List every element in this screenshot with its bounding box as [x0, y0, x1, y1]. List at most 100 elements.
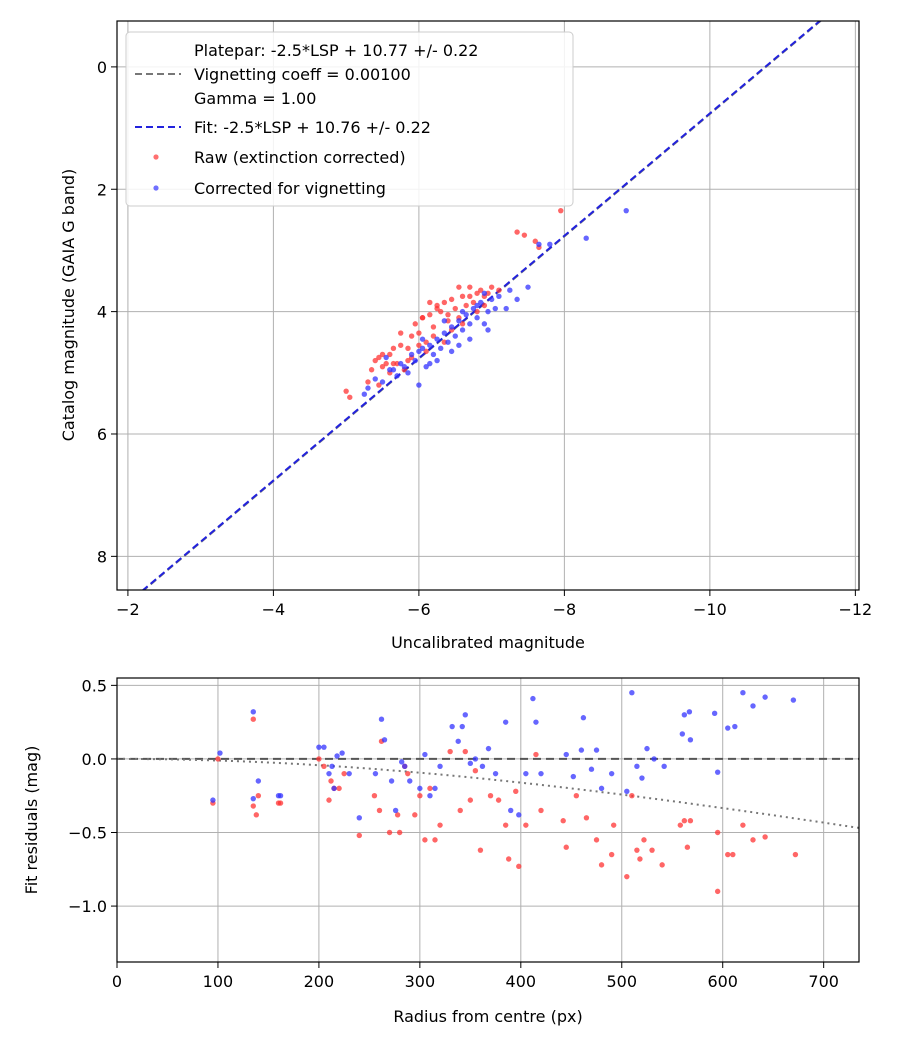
raw-extinction-corrected-point [215, 756, 221, 762]
x-tick-label: 600 [707, 972, 738, 991]
corrected-for-vignetting-point [423, 363, 429, 370]
corrected-for-vignetting-point [538, 770, 544, 777]
y-tick-label: −0.5 [68, 824, 107, 843]
raw-extinction-corrected-point [422, 837, 428, 843]
raw-extinction-corrected-point [730, 851, 736, 858]
corrected-for-vignetting-point [210, 797, 216, 803]
raw-extinction-corrected-point [379, 351, 386, 358]
legend-corrected-marker [153, 185, 159, 191]
raw-extinction-corrected-point [740, 822, 746, 828]
raw-extinction-corrected-point [634, 847, 640, 853]
corrected-for-vignetting-point [488, 296, 495, 303]
bottom-y-axis-label: Fit residuals (mag) [22, 746, 41, 895]
raw-extinction-corrected-point [423, 348, 429, 355]
corrected-for-vignetting-point [485, 308, 491, 315]
corrected-for-vignetting-point [525, 284, 531, 290]
corrected-for-vignetting-point [378, 716, 385, 722]
corrected-for-vignetting-point [485, 745, 492, 752]
corrected-for-vignetting-point [452, 333, 458, 339]
raw-extinction-corrected-point [376, 382, 382, 388]
raw-extinction-corrected-point [457, 807, 463, 814]
raw-extinction-corrected-point [432, 837, 438, 843]
raw-extinction-corrected-point [750, 837, 756, 843]
raw-extinction-corrected-point [677, 822, 684, 828]
corrected-for-vignetting-point [388, 778, 395, 784]
corrected-for-vignetting-point [412, 357, 418, 364]
raw-extinction-corrected-point [250, 716, 256, 722]
raw-extinction-corrected-point [516, 863, 522, 870]
raw-extinction-corrected-point [573, 793, 580, 799]
raw-extinction-corrected-point [598, 862, 605, 868]
raw-extinction-corrected-point [472, 768, 479, 774]
bottom-scatter-points [210, 690, 799, 895]
bottom-plot-frame [116, 677, 860, 963]
raw-extinction-corrected-point [637, 856, 643, 862]
corrected-for-vignetting-point [508, 807, 514, 814]
top-plot-frame [116, 20, 860, 591]
raw-extinction-corrected-point [376, 807, 383, 814]
corrected-for-vignetting-point [507, 287, 513, 293]
corrected-for-vignetting-point [381, 737, 388, 743]
raw-extinction-corrected-point [394, 812, 401, 818]
y-tick-label: 2 [97, 180, 107, 199]
raw-extinction-corrected-point [687, 818, 694, 824]
corrected-for-vignetting-point [687, 737, 694, 743]
raw-extinction-corrected-point [341, 770, 347, 777]
corrected-for-vignetting-point [434, 336, 440, 342]
raw-extinction-corrected-point [437, 822, 443, 828]
raw-extinction-corrected-point [474, 308, 480, 315]
corrected-for-vignetting-point [485, 327, 491, 333]
raw-extinction-corrected-point [488, 284, 495, 290]
corrected-for-vignetting-point [383, 354, 389, 361]
raw-extinction-corrected-point [405, 345, 411, 352]
raw-extinction-corrected-point [593, 837, 600, 843]
corrected-for-vignetting-point [714, 769, 721, 775]
raw-extinction-corrected-point [412, 321, 418, 327]
raw-extinction-corrected-point [725, 851, 731, 858]
raw-extinction-corrected-point [447, 748, 453, 755]
raw-extinction-corrected-point [684, 844, 691, 850]
x-tick-label: 400 [506, 972, 537, 991]
raw-extinction-corrected-point [478, 287, 484, 293]
corrected-for-vignetting-point [459, 327, 466, 333]
corrected-for-vignetting-point [427, 360, 433, 367]
raw-extinction-corrected-point [383, 360, 389, 367]
raw-extinction-corrected-point [255, 793, 262, 799]
corrected-for-vignetting-point [467, 760, 474, 767]
raw-extinction-corrected-point [368, 367, 375, 373]
corrected-for-vignetting-point [449, 723, 455, 730]
raw-extinction-corrected-point [523, 822, 529, 828]
corrected-for-vignetting-point [681, 712, 688, 718]
corrected-for-vignetting-point [711, 710, 718, 717]
corrected-for-vignetting-point [316, 744, 322, 750]
raw-extinction-corrected-point [372, 357, 378, 364]
corrected-for-vignetting-point [481, 321, 488, 327]
corrected-for-vignetting-point [578, 747, 585, 753]
raw-extinction-corrected-point [496, 287, 502, 293]
corrected-for-vignetting-point [379, 379, 386, 385]
corrected-for-vignetting-point [392, 807, 399, 814]
corrected-for-vignetting-point [593, 747, 600, 753]
corrected-for-vignetting-point [331, 785, 337, 792]
corrected-for-vignetting-point [339, 750, 345, 756]
x-tick-label: −8 [553, 600, 577, 619]
corrected-for-vignetting-point [598, 785, 605, 792]
corrected-for-vignetting-point [478, 299, 484, 306]
raw-extinction-corrected-point [405, 770, 411, 777]
y-tick-label: −1.0 [68, 897, 107, 916]
raw-extinction-corrected-point [419, 315, 426, 321]
legend-raw-label: Raw (extinction corrected) [194, 148, 406, 167]
corrected-for-vignetting-point [416, 348, 422, 355]
raw-extinction-corrected-point [505, 856, 512, 862]
corrected-for-vignetting-point [516, 812, 522, 818]
corrected-for-vignetting-point [408, 351, 415, 358]
legend-box [125, 31, 574, 207]
corrected-for-vignetting-point [623, 207, 629, 214]
corrected-for-vignetting-point [329, 763, 335, 769]
y-tick-label: 4 [97, 303, 107, 322]
corrected-for-vignetting-point [547, 241, 553, 248]
x-tick-label: −12 [838, 600, 872, 619]
corrected-for-vignetting-point [398, 360, 404, 367]
corrected-for-vignetting-point [416, 382, 422, 388]
corrected-for-vignetting-point [790, 697, 797, 703]
